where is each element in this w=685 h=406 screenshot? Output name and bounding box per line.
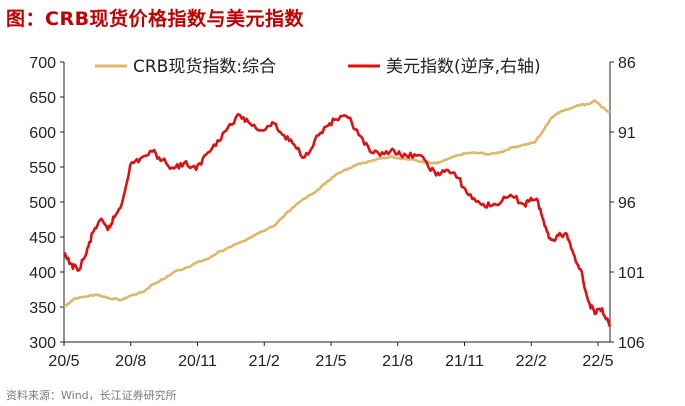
usd-index-line [62,112,612,328]
source-note: 资料来源：Wind，长江证券研究所 [6,389,177,402]
left-tick-label: 300 [29,335,56,352]
left-tick-label: 550 [29,160,56,177]
x-tick-label: 21/2 [249,353,280,370]
x-tick-label: 21/11 [445,353,484,370]
x-tick-label: 21/5 [315,353,346,370]
right-tick-label: 86 [618,55,636,72]
legend-crb-label: CRB现货指数:综合 [133,57,276,77]
x-tick-label: 20/5 [48,353,79,370]
x-tick-label: 22/5 [582,353,613,370]
left-tick-label: 700 [29,55,56,72]
x-tick-label: 20/8 [115,353,146,370]
right-tick-label: 96 [618,195,636,212]
left-tick-label: 450 [29,230,56,247]
x-tick-label: 20/11 [178,353,217,370]
x-tick-label: 21/8 [382,353,413,370]
right-tick-label: 91 [618,125,636,142]
crb-index-line [63,99,611,309]
right-tick-label: 106 [618,335,645,352]
chart-legend: CRB现货指数:综合 美元指数(逆序,右轴) [95,57,541,77]
chart-title: 图：CRB现货价格指数与美元指数 [6,8,305,30]
left-tick-label: 350 [29,300,56,317]
left-tick-label: 500 [29,195,56,212]
left-tick-label: 650 [29,90,56,107]
x-tick-label: 22/2 [516,353,547,370]
left-tick-label: 400 [29,265,56,282]
left-tick-label: 600 [29,125,56,142]
chart-lines [62,99,612,328]
chart-axes: 700 650 600 550 500 450 400 350 300 86 91 96 101 106 2… [29,55,645,370]
legend-usd-label: 美元指数(逆序,右轴) [386,57,541,77]
right-tick-label: 101 [618,265,645,282]
